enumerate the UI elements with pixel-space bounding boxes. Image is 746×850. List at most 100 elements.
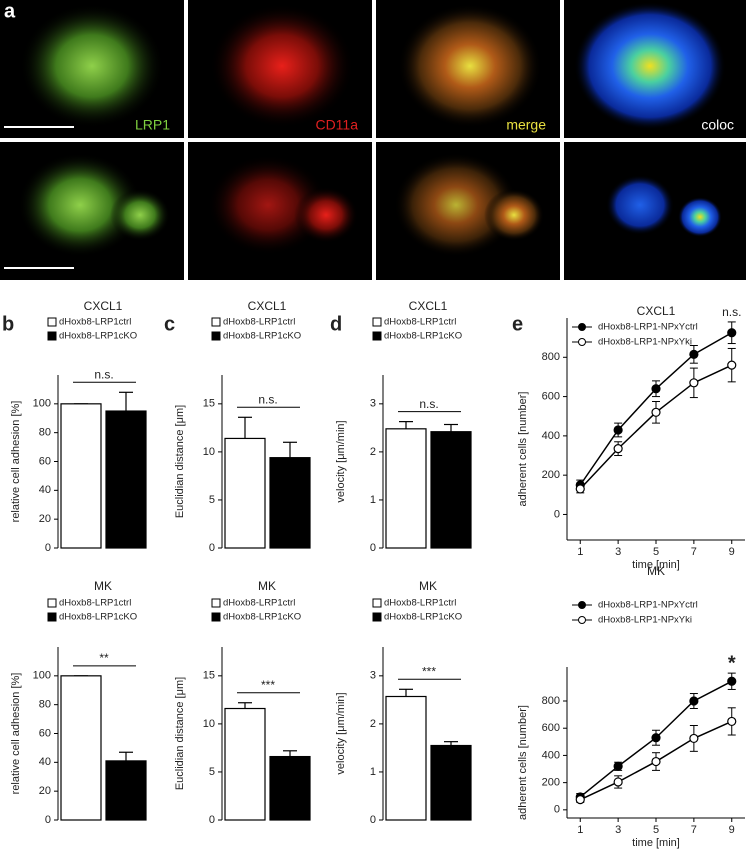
y-tick-label: 800 <box>542 351 560 363</box>
x-tick-label: 7 <box>691 546 697 558</box>
y-tick-label: 3 <box>370 670 376 682</box>
y-tick-label: 80 <box>39 427 51 439</box>
cell <box>110 189 170 241</box>
legend-label: dHoxb8-LRP1cKO <box>59 331 137 342</box>
legend-label: dHoxb8-LRP1ctrl <box>59 598 131 609</box>
legend-marker <box>578 338 586 346</box>
bar <box>60 403 102 549</box>
y-tick-label: 5 <box>209 766 215 778</box>
y-tick-label: 10 <box>203 718 215 730</box>
marker <box>689 696 699 706</box>
cell <box>398 4 542 128</box>
x-axis-label: time [min] <box>632 559 680 571</box>
panel-label: d <box>330 313 342 335</box>
marker <box>613 761 623 771</box>
marker <box>613 425 623 435</box>
chart-title: MK <box>647 564 665 578</box>
panel-label: a <box>4 0 16 22</box>
legend-label: dHoxb8-LRP1ctrl <box>223 317 295 328</box>
panel-label: e <box>512 313 523 335</box>
y-tick-label: 3 <box>370 398 376 410</box>
chart-title: CXCL1 <box>248 299 287 313</box>
cell <box>294 187 358 243</box>
image-label: CD11a <box>315 117 358 133</box>
legend-label: dHoxb8-LRP1ctrl <box>384 598 456 609</box>
significance-label: *** <box>422 664 436 678</box>
y-axis-label: velocity [μm/min] <box>335 692 347 774</box>
x-tick-label: 5 <box>653 824 659 836</box>
cell <box>606 175 674 235</box>
bar <box>385 695 427 821</box>
bar <box>385 428 427 549</box>
legend-label: dHoxb8-LRP1cKO <box>59 612 137 623</box>
chart-title: CXCL1 <box>409 299 448 313</box>
y-tick-label: 100 <box>33 670 51 682</box>
y-tick-label: 0 <box>45 814 51 826</box>
cell <box>208 155 328 255</box>
bar <box>60 675 102 821</box>
y-tick-label: 0 <box>209 814 215 826</box>
panel-label: b <box>2 313 14 335</box>
marker <box>651 756 661 767</box>
marker <box>727 360 737 370</box>
marker <box>689 378 699 388</box>
y-tick-label: 0 <box>554 804 560 816</box>
x-tick-label: 1 <box>577 824 583 836</box>
significance-label: n.s. <box>722 305 741 319</box>
cell <box>18 153 142 257</box>
chart-title: MK <box>94 579 112 593</box>
legend-label: dHoxb8-LRP1-NPxYctrl <box>598 600 698 611</box>
legend-swatch <box>211 331 221 341</box>
y-tick-label: 400 <box>542 430 560 442</box>
y-axis-label: velocity [μm/min] <box>335 420 347 502</box>
cell <box>678 197 722 237</box>
bar <box>224 707 266 821</box>
y-axis-label: relative cell adhesion [%] <box>10 673 22 795</box>
y-tick-label: 600 <box>542 722 560 734</box>
cell <box>574 2 726 130</box>
legend-swatch <box>47 598 57 608</box>
y-tick-label: 2 <box>370 718 376 730</box>
y-tick-label: 40 <box>39 484 51 496</box>
significance-label: *** <box>261 678 275 692</box>
chart-title: CXCL1 <box>637 304 676 318</box>
y-tick-label: 15 <box>203 670 215 682</box>
cell <box>20 4 164 128</box>
bar <box>224 437 266 549</box>
y-axis-label: Euclidian distance [μm] <box>174 677 186 790</box>
y-tick-label: 0 <box>370 542 376 554</box>
x-axis-label: time [min] <box>632 837 680 849</box>
cell <box>484 189 544 241</box>
bar <box>430 431 472 549</box>
cell <box>394 153 518 257</box>
bar <box>269 755 311 821</box>
marker <box>613 444 623 454</box>
significance-label: n.s. <box>94 367 113 381</box>
significance-label: n.s. <box>419 397 438 411</box>
marker <box>575 795 585 805</box>
legend-swatch <box>372 612 382 622</box>
image-label: merge <box>506 117 546 133</box>
y-tick-label: 1 <box>370 494 376 506</box>
bar <box>430 744 472 821</box>
y-tick-label: 0 <box>370 814 376 826</box>
legend-marker <box>578 323 586 331</box>
y-tick-label: 0 <box>45 542 51 554</box>
y-tick-label: 0 <box>554 508 560 520</box>
marker <box>727 328 737 338</box>
y-axis-label: adherent cells [number] <box>517 705 529 820</box>
x-tick-label: 3 <box>615 546 621 558</box>
y-tick-label: 10 <box>203 446 215 458</box>
bar <box>269 457 311 549</box>
marker <box>651 407 661 417</box>
legend-label: dHoxb8-LRP1-NPxYki <box>598 337 692 348</box>
bar <box>105 410 147 549</box>
cell <box>210 4 354 128</box>
legend-swatch <box>211 612 221 622</box>
y-axis-label: Euclidian distance [μm] <box>174 405 186 518</box>
image-label: coloc <box>701 117 734 133</box>
marker <box>651 384 661 394</box>
marker <box>727 716 737 727</box>
